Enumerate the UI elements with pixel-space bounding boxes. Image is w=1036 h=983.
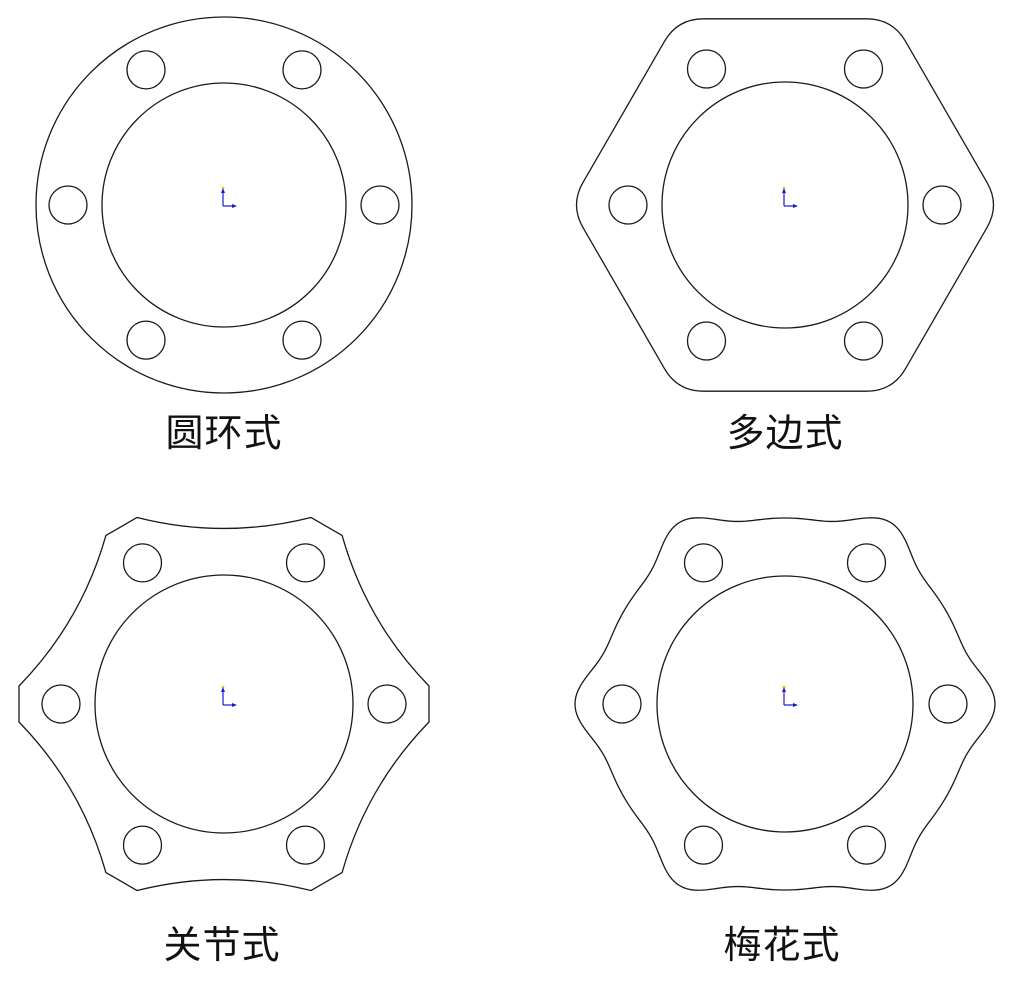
bolt-hole	[683, 825, 724, 865]
bolt-hole	[846, 825, 887, 865]
bolt-hole	[608, 185, 648, 225]
x-axis-arrow	[793, 204, 798, 208]
bolt-hole	[282, 50, 322, 90]
caption-ring-type: 圆环式	[165, 411, 283, 455]
flange-figure-lobed-flower	[574, 517, 996, 891]
bolt-hole	[360, 185, 400, 225]
caption-joint-type: 关节式	[163, 923, 281, 967]
y-axis-arrow	[782, 687, 786, 692]
x-axis-arrow	[232, 204, 237, 208]
bolt-hole	[126, 50, 166, 90]
y-axis-arrow	[221, 188, 225, 193]
axis-marker-icon	[782, 186, 798, 208]
inner-bore-circle	[101, 82, 347, 328]
bolt-hole	[282, 320, 322, 360]
outer-ring	[35, 16, 413, 394]
inner-bore-circle	[661, 81, 909, 329]
inner-bore-circle	[656, 575, 914, 833]
axis-marker-icon	[221, 685, 237, 707]
bolt-hole	[126, 320, 166, 360]
y-axis-arrow	[782, 188, 786, 193]
bolt-hole	[122, 543, 163, 583]
flange-figure-circle	[35, 16, 413, 394]
inner-bore-circle	[94, 574, 354, 834]
flange-figure-concave-hexagon	[18, 516, 430, 892]
x-axis-arrow	[793, 703, 798, 707]
bolt-hole	[285, 825, 326, 865]
bolt-hole	[843, 321, 884, 361]
caption-plum-blossom-type: 梅花式	[723, 923, 841, 967]
bolt-hole	[41, 684, 81, 724]
bolt-hole	[683, 543, 724, 583]
bolt-hole	[48, 185, 88, 225]
bolt-hole	[686, 49, 727, 89]
x-axis-arrow	[232, 703, 237, 707]
flange-figure-rounded-hexagon	[575, 18, 995, 392]
bolt-hole	[122, 825, 163, 865]
bolt-hole	[928, 684, 968, 724]
bolt-hole	[367, 684, 407, 724]
bolt-hole	[846, 543, 887, 583]
bolt-hole	[602, 684, 642, 724]
bolt-hole	[686, 321, 727, 361]
bolt-hole	[843, 49, 884, 89]
outer-hexagon	[575, 18, 995, 392]
axis-marker-icon	[221, 186, 237, 208]
axis-marker-icon	[782, 685, 798, 707]
bolt-hole	[285, 543, 326, 583]
bolt-hole	[922, 185, 962, 225]
caption-polygon-type: 多边式	[726, 411, 844, 455]
outer-concave-hexagon	[18, 516, 430, 892]
y-axis-arrow	[221, 687, 225, 692]
outer-lobed-outline	[574, 517, 996, 891]
